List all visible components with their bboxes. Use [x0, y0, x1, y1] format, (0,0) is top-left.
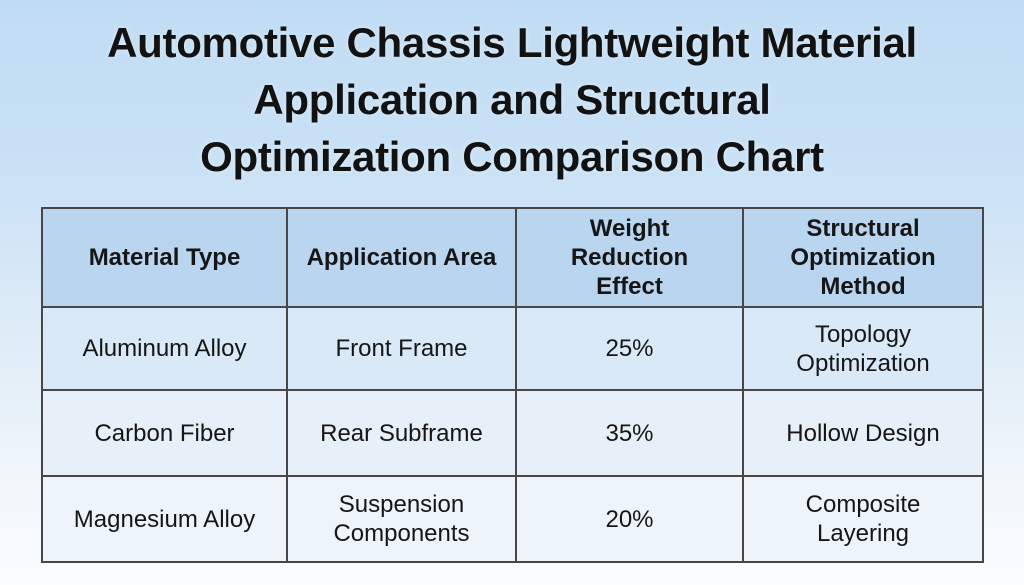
cell-weight-reduction: 35%	[515, 389, 744, 477]
cell-optimization-method: Topology Optimization	[742, 306, 984, 391]
cell-application-area-value: Suspension Components	[333, 491, 470, 547]
cell-material-type-value: Aluminum Alloy	[82, 335, 247, 362]
cell-application-area: Front Frame	[286, 306, 517, 391]
comparison-table: Material Type Application Area Weight Re…	[41, 207, 984, 563]
cell-material-type: Carbon Fiber	[41, 389, 288, 477]
col-header-material-type-label: Material Type	[88, 244, 241, 271]
col-header-structural-optimization-method: Structural Optimization Method	[742, 207, 984, 308]
col-header-weight-reduction-effect: Weight Reduction Effect	[515, 207, 744, 308]
cell-material-type-value: Carbon Fiber	[94, 419, 235, 447]
title-line-1: Automotive Chassis Lightweight Material	[107, 19, 917, 66]
cell-weight-reduction-value: 35%	[605, 419, 654, 447]
page-title: Automotive Chassis Lightweight Material …	[0, 0, 1024, 185]
col-header-material-type: Material Type	[41, 207, 288, 308]
cell-optimization-method: Hollow Design	[742, 389, 984, 477]
table-row-magnesium-alloy: Magnesium Alloy Suspension Components 20…	[41, 475, 984, 563]
cell-weight-reduction-value: 25%	[605, 335, 654, 362]
cell-weight-reduction: 25%	[515, 306, 744, 391]
cell-application-area: Suspension Components	[286, 475, 517, 563]
cell-application-area-value: Front Frame	[335, 335, 468, 362]
cell-weight-reduction: 20%	[515, 475, 744, 563]
cell-material-type: Magnesium Alloy	[41, 475, 288, 563]
table-header-row: Material Type Application Area Weight Re…	[41, 207, 984, 308]
title-line-3: Optimization Comparison Chart	[200, 133, 824, 180]
cell-material-type-value: Magnesium Alloy	[73, 505, 256, 533]
col-header-application-area-label: Application Area	[306, 244, 497, 271]
cell-application-area: Rear Subframe	[286, 389, 517, 477]
cell-application-area-value: Rear Subframe	[320, 419, 483, 447]
cell-optimization-method-value: Composite Layering	[805, 491, 921, 547]
cell-weight-reduction-value: 20%	[605, 505, 654, 533]
col-header-application-area: Application Area	[286, 207, 517, 308]
cell-optimization-method-value: Topology Optimization	[796, 320, 930, 377]
col-header-structural-optimization-method-label: Structural Optimization Method	[790, 215, 936, 300]
cell-optimization-method: Composite Layering	[742, 475, 984, 563]
cell-material-type: Aluminum Alloy	[41, 306, 288, 391]
cell-optimization-method-value: Hollow Design	[786, 419, 940, 447]
title-line-2: Application and Structural	[253, 76, 771, 123]
table-row-aluminum-alloy: Aluminum Alloy Front Frame 25% Topology …	[41, 306, 984, 391]
col-header-weight-reduction-effect-label: Weight Reduction Effect	[570, 215, 689, 300]
table-row-carbon-fiber: Carbon Fiber Rear Subframe 35% Hollow De…	[41, 389, 984, 477]
slide: Automotive Chassis Lightweight Material …	[0, 0, 1024, 563]
